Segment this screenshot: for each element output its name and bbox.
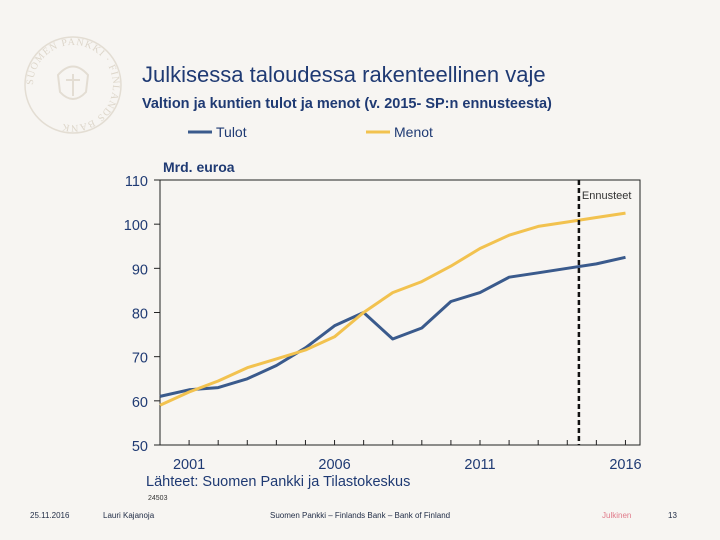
y-tick-label: 50 xyxy=(132,439,148,455)
y-tick-label: 60 xyxy=(132,395,148,411)
footer-date: 25.11.2016 xyxy=(30,511,70,520)
y-tick-label: 80 xyxy=(132,307,148,323)
series-line-menot xyxy=(159,211,626,407)
legend-tulot-label: Tulot xyxy=(216,124,247,140)
y-tick-label: 110 xyxy=(125,174,148,190)
x-tick-label: 2006 xyxy=(318,457,350,473)
footer-classification: Julkinen xyxy=(602,511,632,520)
slide-title: Julkisessa taloudessa rakenteellinen vaj… xyxy=(142,62,546,87)
y-axis-label: Mrd. euroa xyxy=(163,159,235,175)
bank-logo: SUOMEN PANKKI · FINLANDS BANK xyxy=(24,36,122,134)
chart-source: Lähteet: Suomen Pankki ja Tilastokeskus xyxy=(146,474,410,490)
footer-org: Suomen Pankki – Finlands Bank – Bank of … xyxy=(270,511,451,520)
footer-author: Lauri Kajanoja xyxy=(103,511,155,520)
y-tick-label: 90 xyxy=(132,262,148,278)
series-line-tulot xyxy=(159,255,626,398)
footer-page: 13 xyxy=(668,511,677,520)
x-tick-label: 2011 xyxy=(464,457,495,473)
slide-subtitle: Valtion ja kuntien tulot ja menot (v. 20… xyxy=(142,96,552,112)
x-tick-label: 2001 xyxy=(173,457,205,473)
chart-code: 24503 xyxy=(148,495,168,502)
plot-frame xyxy=(159,179,641,446)
y-tick-label: 100 xyxy=(124,218,148,234)
legend-menot-label: Menot xyxy=(394,124,433,140)
forecast-label: Ennusteet xyxy=(582,190,632,202)
y-tick-label: 70 xyxy=(132,351,148,367)
x-tick-label: 2016 xyxy=(609,457,641,473)
